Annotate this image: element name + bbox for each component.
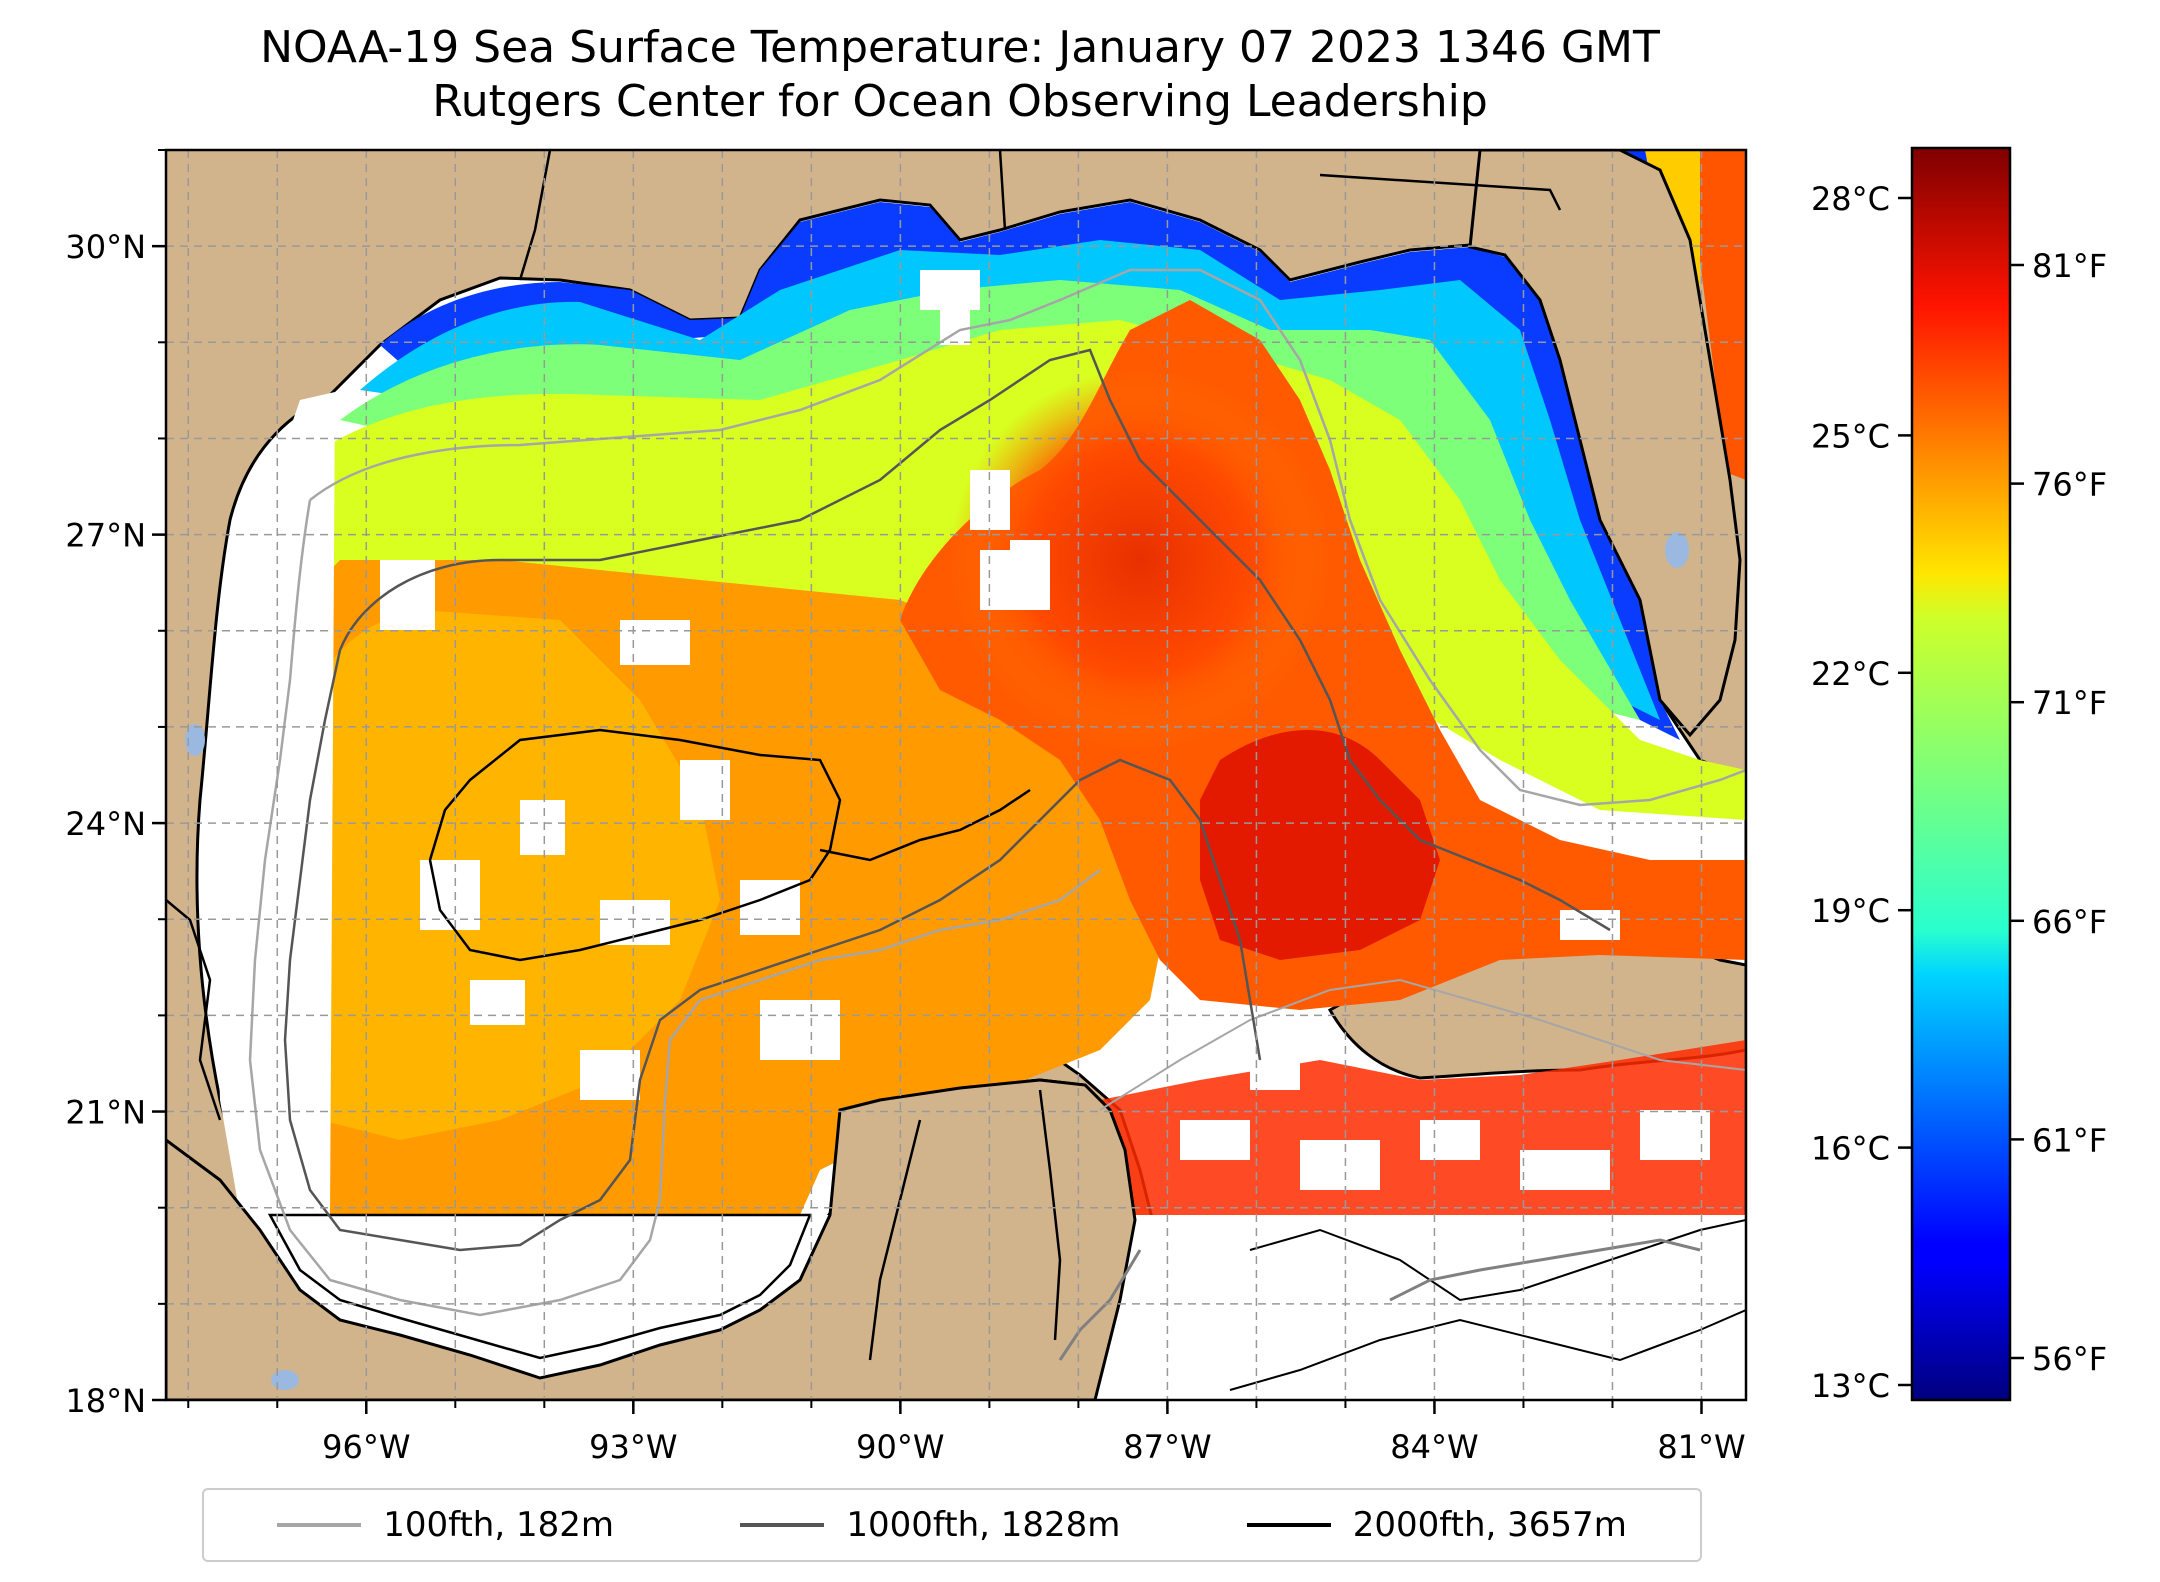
legend-label: 1000fth, 1828m <box>846 1505 1121 1545</box>
legend-label: 2000fth, 3657m <box>1352 1505 1627 1545</box>
bay-of-campeche <box>267 1213 812 1360</box>
lon-tick-label: 87°W <box>1123 1428 1211 1466</box>
lon-tick-label: 81°W <box>1657 1428 1745 1466</box>
colorbar-fahrenheit-axis: 81°F 76°F 71°F 66°F 61°F 56°F <box>2010 247 2107 1378</box>
lat-tick-label: 21°N <box>65 1094 146 1132</box>
legend-item-100fth: 100fth, 182m <box>277 1505 614 1545</box>
lon-tick-label: 90°W <box>856 1428 944 1466</box>
legend-item-2000fth: 2000fth, 3657m <box>1246 1505 1627 1545</box>
fahrenheit-tick-label: 66°F <box>2032 903 2107 941</box>
lon-tick-label: 84°W <box>1390 1428 1478 1466</box>
legend-swatch-light-gray <box>277 1523 362 1527</box>
celsius-tick-label: 25°C <box>1811 417 1890 455</box>
colorbar-celsius-axis: 28°C 25°C 22°C 19°C 16°C 13°C <box>1811 180 1912 1405</box>
bathymetry-contours <box>248 268 1746 1391</box>
map-title: NOAA-19 Sea Surface Temperature: January… <box>260 22 1660 73</box>
sst-field <box>240 150 1746 1215</box>
legend-swatch-dark-gray <box>740 1523 825 1527</box>
fahrenheit-tick-label: 71°F <box>2032 684 2107 722</box>
longitude-axis: 96°W 93°W 90°W 87°W 84°W 81°W <box>187 1400 1746 1466</box>
lat-tick-label: 24°N <box>65 805 146 843</box>
lon-tick-label: 93°W <box>589 1428 677 1466</box>
legend-item-1000fth: 1000fth, 1828m <box>740 1505 1120 1545</box>
lat-tick-label: 30°N <box>65 228 146 266</box>
fahrenheit-tick-label: 56°F <box>2032 1340 2107 1378</box>
fahrenheit-tick-label: 76°F <box>2032 466 2107 504</box>
legend-label: 100fth, 182m <box>383 1505 614 1545</box>
lat-tick-label: 18°N <box>65 1382 146 1420</box>
lon-tick-label: 96°W <box>322 1428 410 1466</box>
celsius-tick-label: 13°C <box>1811 1367 1890 1405</box>
lat-tick-label: 27°N <box>65 517 146 555</box>
map-panel <box>166 150 1746 1400</box>
map-subtitle: Rutgers Center for Ocean Observing Leade… <box>432 76 1488 127</box>
legend-swatch-black <box>1246 1523 1331 1527</box>
celsius-tick-label: 19°C <box>1811 892 1890 930</box>
celsius-tick-label: 28°C <box>1811 180 1890 218</box>
fahrenheit-tick-label: 61°F <box>2032 1121 2107 1159</box>
colorbar <box>1910 146 2012 1402</box>
map-frame <box>164 148 1748 1402</box>
celsius-tick-label: 16°C <box>1811 1130 1890 1168</box>
fahrenheit-tick-label: 81°F <box>2032 247 2107 285</box>
gridlines <box>166 150 1746 1400</box>
latitude-axis: 18°N 21°N 24°N 27°N 30°N <box>65 149 166 1420</box>
bathymetry-legend: 100fth, 182m 1000fth, 1828m 2000fth, 365… <box>202 1488 1702 1562</box>
florida-land <box>1468 150 1742 738</box>
political-borders <box>166 150 1562 1361</box>
celsius-tick-label: 22°C <box>1811 655 1890 693</box>
